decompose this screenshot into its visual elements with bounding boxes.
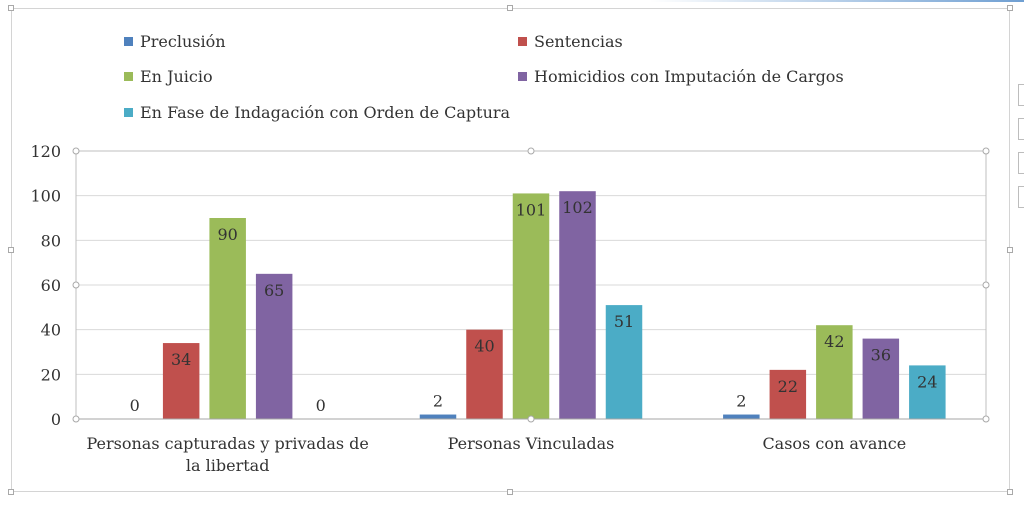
legend-label: En Juicio — [140, 66, 213, 86]
data-label: 0 — [316, 396, 326, 415]
plot-resize-handle — [527, 147, 535, 155]
data-label: 65 — [264, 281, 284, 300]
plot-area-handles — [72, 147, 990, 423]
side-toolbar-button[interactable] — [1018, 186, 1024, 208]
bar — [559, 191, 596, 419]
legend-swatch — [124, 107, 133, 117]
side-toolbar-button[interactable] — [1018, 84, 1024, 106]
resize-handle-bottom-left[interactable] — [8, 489, 14, 495]
data-label: 2 — [433, 392, 443, 411]
side-toolbar-strip — [1018, 84, 1024, 216]
legend-swatch — [124, 36, 133, 46]
x-axis: Personas capturadas y privadas de la libe… — [76, 418, 986, 475]
y-tick-label: 0 — [51, 410, 61, 429]
resize-handle-top-right[interactable] — [1007, 5, 1013, 11]
x-tick-label: la libertad — [186, 456, 270, 475]
bar — [816, 325, 853, 419]
bar — [512, 193, 550, 419]
data-label: 90 — [217, 225, 237, 244]
legend-item: Sentencias — [518, 30, 623, 52]
side-toolbar-button[interactable] — [1018, 118, 1024, 140]
bar — [862, 338, 900, 419]
resize-handle-bottom-right[interactable] — [1007, 489, 1013, 495]
resize-handle-bottom[interactable] — [507, 489, 513, 495]
legend-label: Sentencias — [534, 31, 623, 51]
x-tick-label: Personas Vinculadas — [448, 434, 615, 453]
plot-resize-handle — [982, 415, 990, 423]
data-label: 51 — [614, 312, 634, 331]
y-tick-label: 80 — [41, 231, 61, 250]
data-label: 102 — [562, 198, 593, 217]
bar — [605, 305, 643, 419]
resize-handle-top[interactable] — [507, 5, 513, 11]
y-tick-label: 40 — [41, 321, 61, 340]
legend-label: En Fase de Indagación con Orden de Captu… — [140, 102, 511, 122]
resize-handle-left[interactable] — [8, 247, 14, 253]
y-tick-label: 60 — [41, 276, 61, 295]
plot-resize-handle — [72, 415, 80, 423]
data-label: 40 — [474, 337, 494, 356]
legend-item: Preclusión — [124, 30, 226, 52]
legend-swatch — [124, 71, 133, 81]
plot-resize-handle — [982, 147, 990, 155]
y-tick-label: 100 — [30, 187, 61, 206]
legend-label: Homicidios con Imputación de Cargos — [534, 66, 844, 86]
y-tick-label: 120 — [30, 142, 61, 161]
y-tick-label: 20 — [41, 365, 61, 384]
legend-item: En Juicio — [124, 65, 213, 87]
bar — [419, 414, 457, 419]
y-axis: 0 20 40 60 80 100 120 — [30, 142, 61, 429]
plot-resize-handle — [527, 415, 535, 423]
bar — [209, 218, 246, 419]
bar — [909, 365, 946, 419]
legend-swatch — [518, 36, 527, 46]
data-label: 36 — [871, 346, 891, 365]
window-top-edge — [0, 0, 1024, 3]
data-label: 24 — [917, 372, 937, 391]
data-label: 101 — [516, 200, 547, 219]
data-label: 34 — [171, 350, 191, 369]
bar — [466, 329, 503, 419]
legend-item: En Fase de Indagación con Orden de Captu… — [124, 101, 510, 123]
resize-handle-right[interactable] — [1007, 247, 1013, 253]
bar — [255, 273, 293, 419]
bar — [723, 414, 760, 419]
data-label: 22 — [778, 377, 798, 396]
plot-resize-handle — [72, 281, 80, 289]
resize-handle-top-left[interactable] — [8, 5, 14, 11]
plot-resize-handle — [982, 281, 990, 289]
legend-swatch — [518, 71, 527, 81]
bar — [162, 343, 200, 419]
data-label: 2 — [736, 392, 746, 411]
bar — [769, 369, 807, 419]
plot-resize-handle — [72, 147, 80, 155]
data-label: 0 — [130, 396, 140, 415]
x-tick-label: Personas capturadas y privadas de — [86, 434, 368, 453]
side-toolbar-button[interactable] — [1018, 152, 1024, 174]
x-tick-label: Casos con avance — [762, 434, 906, 453]
data-label: 42 — [824, 332, 844, 351]
legend-label: Preclusión — [140, 31, 226, 51]
window-accent-line — [650, 0, 1024, 2]
legend-item: Homicidios con Imputación de Cargos — [518, 65, 844, 87]
